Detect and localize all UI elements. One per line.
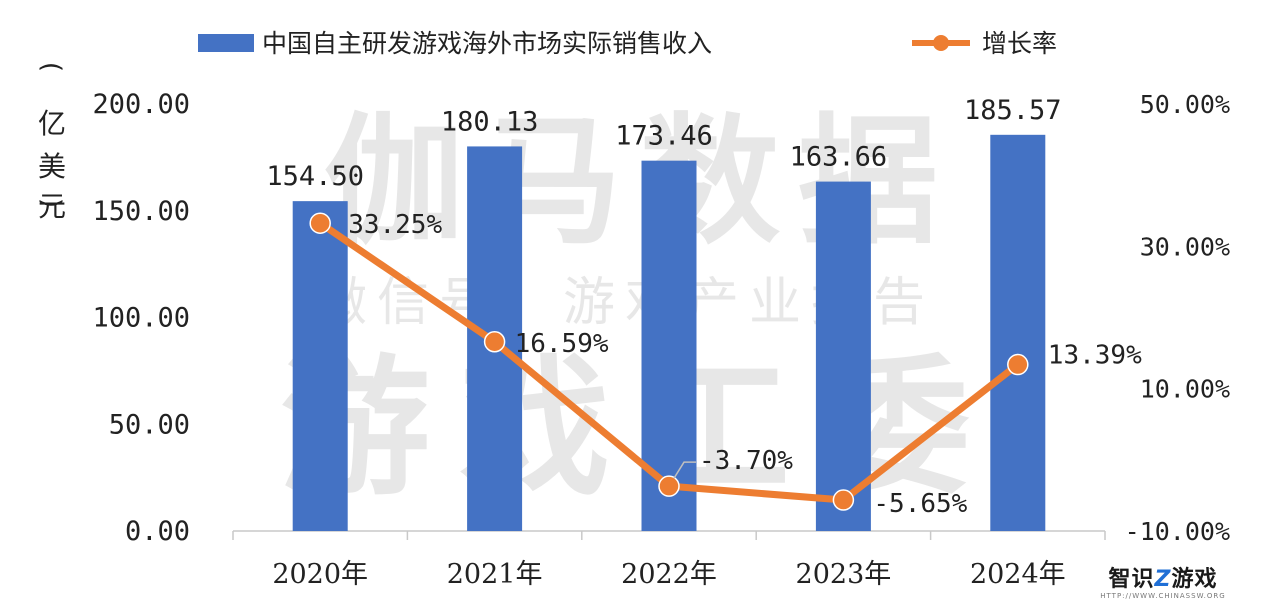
legend: 中国自主研发游戏海外市场实际销售收入 增长率 <box>198 29 1057 58</box>
left-axis: 0.00 50.00 100.00 150.00 200.00 <box>92 89 190 547</box>
x-axis: 2020年 2021年 2022年 2023年 2024年 <box>232 530 1106 590</box>
legend-line-marker <box>933 35 949 51</box>
right-axis-tick-label: -10.00% <box>1125 517 1230 546</box>
right-axis-tick-label: 50.00% <box>1140 90 1230 119</box>
x-axis-tick-label: 2024年 <box>970 559 1066 590</box>
left-axis-tick-label: 150.00 <box>92 196 190 227</box>
growth-rate-marker <box>832 489 855 511</box>
growth-rate-label: 16.59% <box>515 329 609 359</box>
x-axis-tick-label: 2021年 <box>447 559 543 590</box>
watermark: 伽马数据 微信号：游戏产业报告 游戏工委 <box>280 101 970 516</box>
growth-rate-label: 13.39% <box>1048 341 1142 371</box>
growth-rate-marker <box>658 475 680 497</box>
growth-rate-marker <box>309 212 331 234</box>
left-axis-tick-label: 0.00 <box>125 516 190 547</box>
brand-logo: 智识Z游戏 HTTP://WWW.CHINASSW.ORG <box>1088 561 1238 605</box>
bar-value-label: 185.57 <box>964 95 1062 126</box>
bar-value-label: 163.66 <box>790 142 888 173</box>
line-series <box>309 212 1029 511</box>
left-axis-tick-label: 200.00 <box>92 89 190 120</box>
growth-rate-marker <box>1007 353 1029 376</box>
bar-value-label: 173.46 <box>615 121 713 152</box>
brand-name: 智识Z游戏 <box>1108 567 1218 592</box>
line-value-labels: 33.25% 16.59% -3.70% -5.65% 13.39% <box>348 210 1142 519</box>
y-axis-title: ( 亿美元) <box>36 62 66 223</box>
growth-rate-label: 33.25% <box>348 210 442 240</box>
right-axis: -10.00% 10.00% 30.00% 50.00% <box>1125 90 1230 546</box>
brand-url: HTTP://WWW.CHINASSW.ORG <box>1100 592 1226 600</box>
right-axis-tick-label: 10.00% <box>1140 375 1230 404</box>
bar-value-labels: 154.50 180.13 173.46 163.66 185.57 <box>266 95 1061 192</box>
growth-rate-label: -5.65% <box>873 489 967 519</box>
right-axis-tick-label: 30.00% <box>1140 232 1230 261</box>
growth-rate-label-leader <box>673 461 696 479</box>
bar <box>292 201 348 531</box>
y-axis-title-char: ) <box>36 198 66 208</box>
left-axis-tick-label: 50.00 <box>109 409 190 440</box>
legend-line-label: 增长率 <box>982 29 1057 58</box>
growth-rate-marker <box>483 331 506 353</box>
y-axis-title-char: ( <box>36 62 66 72</box>
x-axis-tick-label: 2020年 <box>272 559 368 590</box>
legend-bar-swatch <box>198 34 254 52</box>
bar <box>815 181 871 531</box>
x-axis-tick-label: 2023年 <box>796 559 892 590</box>
left-axis-tick-label: 100.00 <box>92 303 190 334</box>
bar <box>990 134 1046 531</box>
y-axis-title-char: 亿 <box>38 107 66 140</box>
x-axis-tick-label: 2022年 <box>621 559 717 590</box>
legend-bar-label: 中国自主研发游戏海外市场实际销售收入 <box>262 29 712 58</box>
bar-value-label: 154.50 <box>266 161 364 192</box>
y-axis-title-char: 元 <box>38 190 66 223</box>
growth-rate-label: -3.70% <box>699 446 793 476</box>
bar-value-label: 180.13 <box>441 106 539 137</box>
y-axis-title-char: 美 <box>38 150 66 183</box>
